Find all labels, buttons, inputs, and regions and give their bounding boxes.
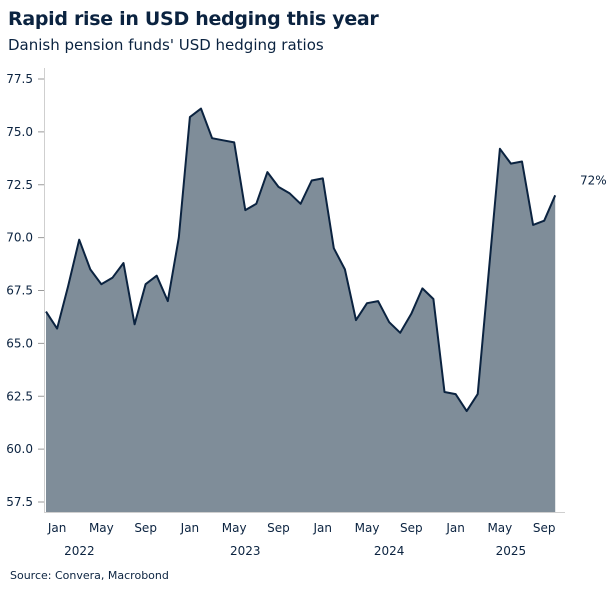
y-tick-label: 57.5: [6, 495, 33, 509]
x-tick-label: May: [222, 521, 247, 535]
y-tick-label: 77.5: [6, 72, 33, 86]
x-tick-label: Sep: [267, 521, 290, 535]
x-tick-label: Sep: [533, 521, 556, 535]
year-label: 2025: [496, 544, 527, 558]
y-tick-label: 60.0: [6, 442, 33, 456]
chart-title: Rapid rise in USD hedging this year: [8, 8, 379, 30]
x-tick-label: Jan: [313, 521, 333, 535]
y-tick-label: 67.5: [6, 284, 33, 298]
y-tick-label: 70.0: [6, 231, 33, 245]
y-tick-label: 72.5: [6, 178, 33, 192]
y-tick-label: 75.0: [6, 125, 33, 139]
end-value-label: 72%: [580, 173, 607, 187]
chart-subtitle: Danish pension funds' USD hedging ratios: [8, 36, 324, 54]
x-tick-label: Jan: [47, 521, 67, 535]
x-tick-label: May: [89, 521, 114, 535]
area-fill: [46, 108, 556, 512]
year-label: 2024: [374, 544, 405, 558]
x-tick-label: Sep: [134, 521, 157, 535]
y-tick-label: 62.5: [6, 389, 33, 403]
series-line: [45, 107, 557, 413]
x-tick-label: Sep: [400, 521, 423, 535]
year-label: 2022: [64, 544, 95, 558]
y-tick-label: 65.0: [6, 336, 33, 350]
x-tick-label: Jan: [180, 521, 200, 535]
source-note: Source: Convera, Macrobond: [10, 569, 169, 582]
x-tick-label: May: [487, 521, 512, 535]
x-tick-label: Jan: [445, 521, 465, 535]
year-label: 2023: [230, 544, 261, 558]
x-tick-label: May: [355, 521, 380, 535]
